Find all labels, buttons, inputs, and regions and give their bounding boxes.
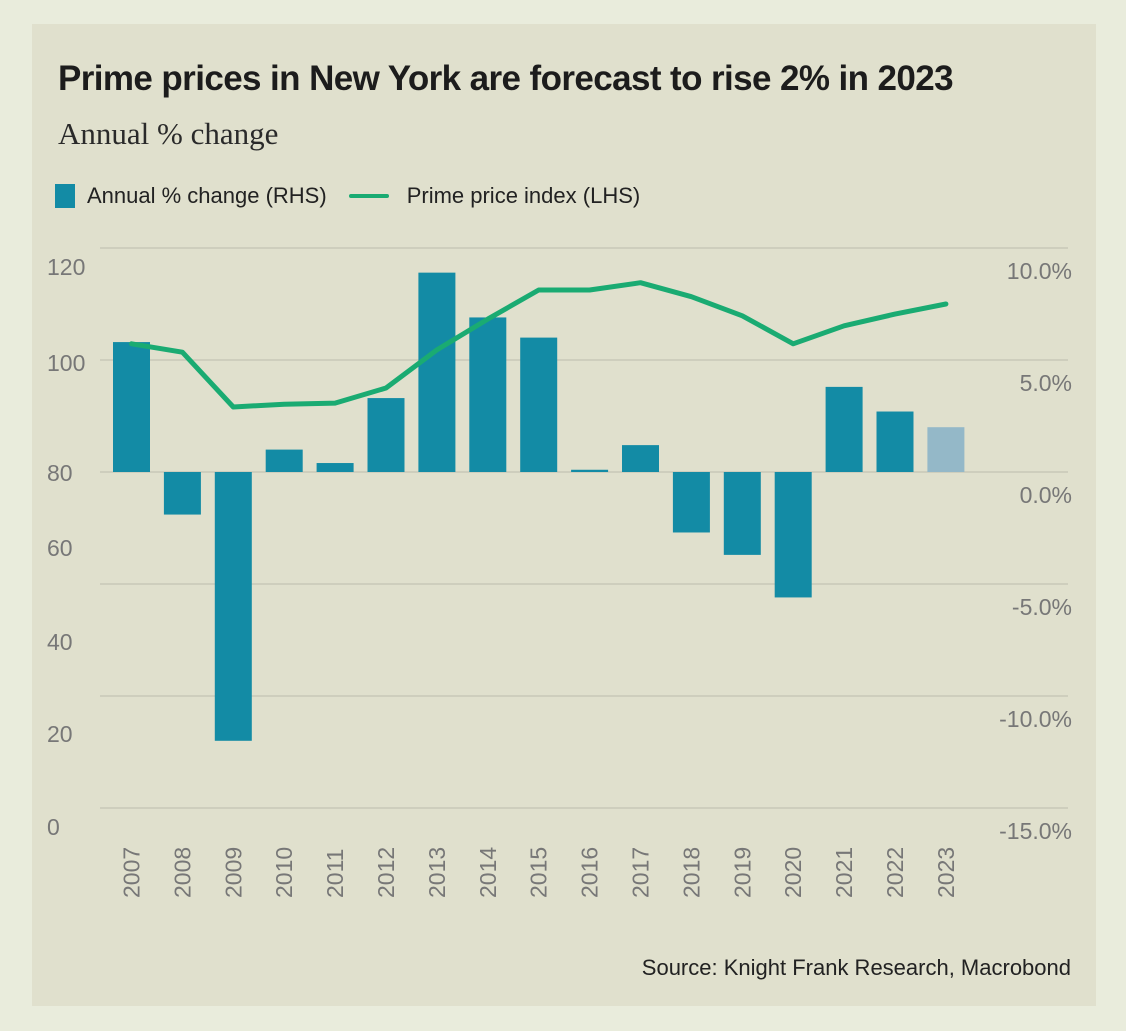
left-tick-label: 100: [47, 350, 85, 376]
gridlines: [100, 247, 1068, 809]
x-tick-label: 2010: [271, 847, 297, 898]
x-tick-label: 2018: [678, 847, 704, 898]
x-tick-label: 2009: [220, 847, 246, 898]
bar-2017: [622, 445, 659, 472]
chart-title: Prime prices in New York are forecast to…: [58, 52, 958, 161]
bar-2012: [367, 398, 405, 472]
right-axis: 10.0% 5.0% 0.0% -5.0% -10.0% -15.0%: [999, 258, 1072, 844]
right-tick-label: 10.0%: [1007, 258, 1072, 284]
bar-2022: [876, 411, 914, 472]
right-tick-label: -5.0%: [1012, 594, 1072, 620]
bar-2014: [469, 317, 507, 472]
left-tick-label: 0: [47, 814, 60, 840]
x-tick-label: 2011: [322, 849, 348, 898]
bar-2023: [927, 427, 965, 472]
right-tick-label: 0.0%: [1020, 482, 1072, 508]
x-tick-label: 2016: [577, 847, 603, 898]
bar-series: [113, 272, 965, 741]
left-tick-label: 80: [47, 460, 73, 486]
left-tick-label: 40: [47, 629, 73, 655]
x-tick-label: 2017: [628, 847, 654, 898]
bar-2009: [214, 472, 252, 741]
bar-2018: [672, 472, 710, 533]
line-series: [129, 280, 949, 410]
bar-2020: [774, 472, 812, 598]
right-tick-label: 5.0%: [1020, 370, 1072, 396]
bar-2013: [418, 272, 456, 472]
right-tick-label: -15.0%: [999, 818, 1072, 844]
right-tick-label: -10.0%: [999, 706, 1072, 732]
left-axis: 120 100 80 60 40 20 0: [47, 254, 85, 840]
source-note: Source: Knight Frank Research, Macrobond: [641, 955, 1071, 980]
legend-line-swatch: [348, 194, 389, 198]
left-tick-label: 120: [47, 254, 85, 280]
x-tick-label: 2015: [526, 847, 552, 898]
x-tick-label: 2020: [780, 847, 806, 898]
legend-line-label: Prime price index (LHS): [406, 183, 641, 208]
bar-2007: [113, 342, 150, 472]
x-tick-label: 2023: [933, 847, 959, 898]
x-tick-label: 2008: [169, 847, 195, 898]
x-axis: 2007 2008 2009 2010 2011 2012 2013 2014 2015 2016…: [119, 847, 959, 898]
bar-2019: [723, 472, 761, 555]
x-tick-label: 2021: [831, 847, 857, 898]
legend-bar-swatch: [55, 184, 75, 208]
x-tick-label: 2013: [424, 847, 450, 898]
legend-bar-label: Annual % change (RHS): [87, 183, 327, 208]
x-tick-label: 2012: [373, 847, 399, 898]
left-tick-label: 20: [47, 721, 73, 747]
bar-2008: [163, 472, 201, 515]
bar-2015: [520, 337, 558, 472]
bar-2010: [265, 449, 303, 472]
bar-2016: [571, 469, 609, 472]
bar-2021: [825, 386, 863, 472]
legend: Annual % change (RHS) Prime price index …: [55, 183, 640, 209]
x-tick-label: 2007: [119, 847, 145, 898]
chart-subtitle: Annual % change: [58, 116, 279, 151]
bar-2011: [316, 463, 354, 472]
left-tick-label: 60: [47, 535, 73, 561]
x-tick-label: 2014: [475, 847, 501, 898]
chart-card: [32, 24, 1096, 1006]
x-tick-label: 2019: [729, 847, 755, 898]
x-tick-label: 2022: [882, 847, 908, 898]
chart-title-main: Prime prices in New York are forecast to…: [58, 59, 954, 98]
